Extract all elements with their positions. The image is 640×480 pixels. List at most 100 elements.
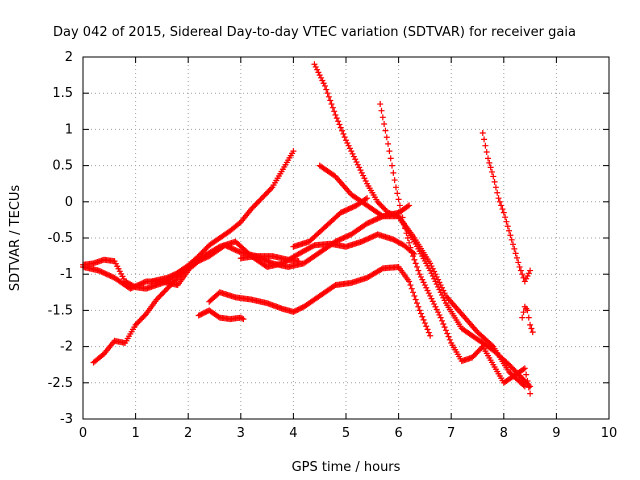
data-point (175, 269, 182, 276)
data-point (427, 332, 434, 339)
data-point (346, 205, 353, 212)
data-point (478, 344, 485, 351)
data-point (346, 145, 353, 152)
data-point (186, 264, 193, 271)
data-point (341, 234, 348, 241)
data-point (316, 72, 323, 79)
x-tick-label: 9 (552, 426, 560, 441)
data-point (410, 253, 417, 260)
data-point (265, 188, 272, 195)
data-point (524, 307, 531, 314)
data-point (156, 293, 163, 300)
data-point (414, 300, 421, 307)
data-point (382, 127, 389, 134)
data-point (381, 120, 388, 127)
data-point (519, 314, 526, 321)
data-point (512, 250, 519, 257)
data-point (423, 323, 430, 330)
data-point (136, 317, 143, 324)
data-point (353, 158, 360, 165)
data-point (441, 324, 448, 331)
data-point (294, 306, 301, 313)
data-point (523, 275, 530, 282)
data-point (427, 292, 434, 299)
data-point (341, 207, 348, 214)
data-point (441, 297, 448, 304)
data-point (262, 191, 269, 198)
data-points (80, 61, 536, 397)
data-point (420, 279, 427, 286)
data-point (321, 82, 328, 89)
data-point (258, 195, 265, 202)
data-point (181, 266, 188, 273)
data-point (428, 263, 435, 270)
data-point (203, 244, 210, 251)
data-point (296, 305, 303, 312)
data-point (473, 350, 480, 357)
data-point (260, 256, 267, 263)
data-point (500, 209, 507, 216)
data-point (127, 285, 134, 292)
chart-title: Day 042 of 2015, Sidereal Day-to-day VTE… (53, 25, 576, 40)
y-tick-label: 1.5 (52, 86, 73, 101)
data-point (366, 235, 373, 241)
data-point (392, 184, 399, 191)
data-point (365, 219, 372, 226)
data-point (135, 282, 142, 289)
ticks: 0 1 2 3 4 5 6 7 8 9 10 -3 -2.5 -2 -1.5 -1 -0.5 0 0.5 1 1.5 2 (48, 50, 618, 441)
data-point (502, 214, 509, 221)
data-point (412, 260, 419, 267)
x-tick-label: 7 (447, 426, 455, 441)
series-arc-4 (148, 231, 418, 285)
data-point (490, 173, 497, 180)
data-point (253, 253, 260, 260)
data-point (520, 309, 527, 316)
data-point (520, 382, 527, 389)
data-point (511, 367, 518, 374)
data-point (411, 256, 418, 263)
data-point (132, 321, 139, 328)
data-point (290, 148, 297, 155)
data-point (482, 142, 489, 149)
data-point (391, 177, 398, 184)
data-point (157, 292, 164, 299)
data-point (516, 263, 523, 270)
data-point (172, 277, 179, 284)
data-point (389, 162, 396, 169)
data-point (496, 198, 503, 205)
data-point (101, 269, 108, 276)
data-point (335, 118, 342, 125)
data-point (358, 169, 365, 176)
data-point (103, 271, 110, 278)
data-point (420, 316, 427, 323)
data-point (333, 238, 340, 245)
x-tick-label: 8 (500, 426, 508, 441)
data-point (349, 150, 356, 157)
data-point (166, 273, 173, 280)
data-point (354, 161, 361, 168)
data-point (200, 247, 207, 254)
data-point (250, 203, 257, 210)
data-point (107, 273, 114, 280)
data-point (336, 236, 343, 243)
data-point (240, 316, 247, 323)
data-point (141, 279, 148, 286)
data-point (106, 272, 113, 279)
data-point (337, 236, 344, 243)
data-point (102, 270, 109, 277)
data-point (249, 204, 256, 211)
data-point (436, 311, 443, 318)
data-point (97, 268, 104, 275)
data-point (329, 104, 336, 111)
data-point (312, 63, 319, 70)
data-point (495, 195, 502, 202)
data-point (517, 373, 524, 380)
data-point (511, 245, 518, 252)
data-point (382, 206, 389, 213)
data-point (524, 273, 531, 280)
data-point (361, 237, 368, 244)
plot-frame (82, 56, 610, 420)
data-point (435, 309, 442, 316)
data-point (491, 178, 498, 185)
data-point (153, 296, 160, 303)
